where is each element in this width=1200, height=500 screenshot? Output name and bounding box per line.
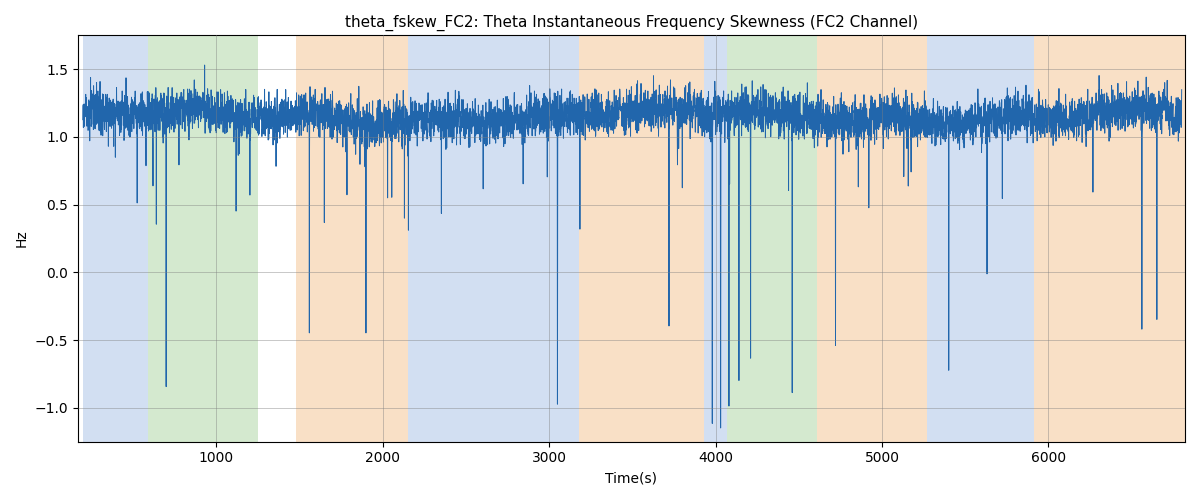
Bar xyxy=(148,36,258,442)
Bar xyxy=(408,36,580,442)
Title: theta_fskew_FC2: Theta Instantaneous Frequency Skewness (FC2 Channel): theta_fskew_FC2: Theta Instantaneous Fre… xyxy=(344,15,918,31)
Bar xyxy=(83,36,148,442)
Bar xyxy=(926,36,1033,442)
Bar xyxy=(704,36,727,442)
X-axis label: Time(s): Time(s) xyxy=(606,471,658,485)
Bar xyxy=(580,36,704,442)
Bar xyxy=(1033,36,1186,442)
Bar xyxy=(817,36,926,442)
Bar xyxy=(727,36,817,442)
Y-axis label: Hz: Hz xyxy=(14,230,29,248)
Bar xyxy=(296,36,408,442)
